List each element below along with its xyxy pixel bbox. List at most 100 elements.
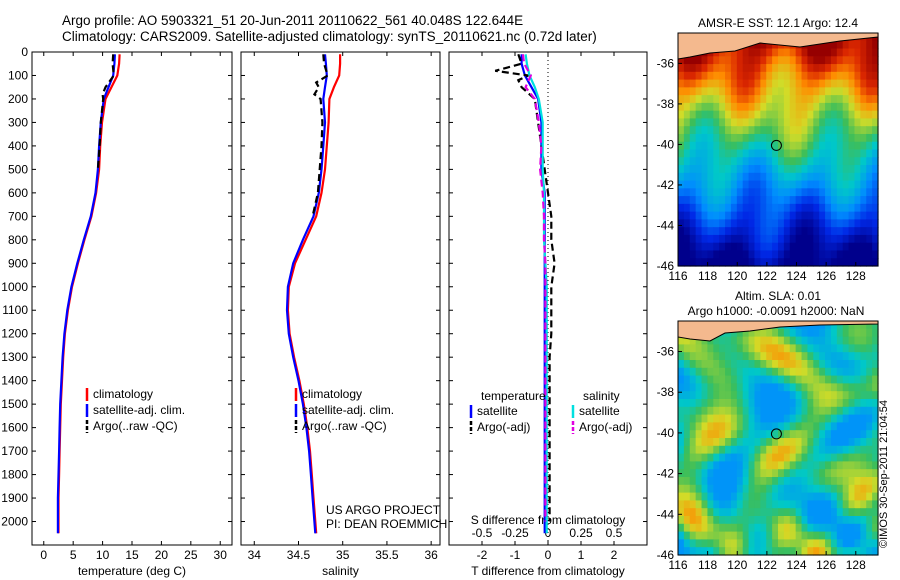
map-x-tick-label: 118 <box>698 558 717 572</box>
series-line-difference-2 <box>524 54 548 534</box>
y-tick-label: 700 <box>8 209 28 223</box>
series-line-difference-3 <box>521 54 547 522</box>
y-tick-label: 2000 <box>1 515 28 529</box>
x-tick-label: 34 <box>248 548 262 562</box>
panel-frame-temperature <box>31 51 233 546</box>
map-x-tick-label: 128 <box>846 269 866 283</box>
legend-label: satellite-adj. clim. <box>302 403 394 417</box>
map-y-tick-label: -42 <box>657 178 675 192</box>
map-y-tick-label: -44 <box>657 218 675 232</box>
map-frame-sst_map <box>677 32 879 267</box>
x-tick-label-salinity: 0.25 <box>569 526 593 540</box>
map-field-sst_map <box>677 32 879 267</box>
series-line-temperature-1 <box>56 54 116 534</box>
map-x-tick-label: 120 <box>727 558 747 572</box>
x-tick-label: 34.5 <box>287 548 311 562</box>
x-tick-label: 35.5 <box>375 548 399 562</box>
map-title-sla-2: Argo h1000: -0.0091 h2000: NaN <box>688 304 865 318</box>
map-title-sst: AMSR-E SST: 12.1 Argo: 12.4 <box>698 16 858 30</box>
map-x-tick-label: 122 <box>757 558 777 572</box>
y-tick-label: 1600 <box>1 421 28 435</box>
map-x-tick-label: 126 <box>816 558 836 572</box>
legend-label: Argo(-adj) <box>477 420 530 434</box>
y-tick-label: 1500 <box>1 397 28 411</box>
x-axis-label: salinity <box>322 564 359 578</box>
y-tick-label: 1000 <box>1 280 28 294</box>
x-tick-label-salinity: 0.5 <box>606 526 623 540</box>
x-tick-label-salinity: -0.25 <box>501 526 529 540</box>
map-y-tick-label: -40 <box>657 426 675 440</box>
x-tick-label: 10 <box>96 548 110 562</box>
map-title-sla-1: Altim. SLA: 0.01 <box>735 289 821 303</box>
y-tick-label: 200 <box>8 92 28 106</box>
x-tick-label: 15 <box>125 548 139 562</box>
panel-frame-difference <box>448 51 648 546</box>
map-x-tick-label: 116 <box>668 269 687 283</box>
y-tick-label: 600 <box>8 186 28 200</box>
header-line-1: Argo profile: AO 5903321_51 20-Jun-2011 … <box>62 13 524 28</box>
x-tick-label: 20 <box>155 548 169 562</box>
map-x-tick-label: 126 <box>816 269 836 283</box>
argo-location-marker <box>770 139 782 151</box>
annotation-text: US ARGO PROJECT <box>326 503 441 517</box>
y-tick-label: 1200 <box>1 327 28 341</box>
x-tick-label: 0 <box>545 548 552 562</box>
y-tick-label: 1400 <box>1 374 28 388</box>
map-y-tick-label: -38 <box>657 385 675 399</box>
legend-label: satellite <box>579 404 620 418</box>
x-tick-label: 5 <box>70 548 77 562</box>
map-y-tick-label: -36 <box>657 56 675 70</box>
legend-label: Argo(..raw -QC) <box>302 419 387 433</box>
y-tick-label: 900 <box>8 256 28 270</box>
map-y-tick-label: -44 <box>657 507 675 521</box>
y-tick-label: 1300 <box>1 350 28 364</box>
map-y-tick-label: -38 <box>657 97 675 111</box>
x-tick-label: -2 <box>477 548 488 562</box>
x-axis-label-top: S difference from climatology <box>471 513 626 527</box>
map-x-tick-label: 120 <box>727 269 747 283</box>
map-field-sla_map <box>677 320 879 556</box>
x-axis-label: T difference from climatology <box>471 564 625 578</box>
argo-location-marker <box>770 428 782 440</box>
map-y-tick-label: -36 <box>657 345 675 359</box>
x-tick-label: -1 <box>510 548 521 562</box>
x-tick-label: 30 <box>214 548 228 562</box>
imos-timestamp: ©IMOS 30-Sep-2011 21:04:54 <box>878 400 890 548</box>
map-y-tick-label: -42 <box>657 467 675 481</box>
y-tick-label: 400 <box>8 139 28 153</box>
y-tick-label: 1900 <box>1 491 28 505</box>
y-tick-label: 500 <box>8 162 28 176</box>
y-tick-label: 100 <box>8 68 28 82</box>
x-tick-label: 36 <box>424 548 438 562</box>
legend-label: Argo(-adj) <box>579 420 632 434</box>
x-tick-label: 35 <box>336 548 350 562</box>
x-tick-label-salinity: 0 <box>545 526 552 540</box>
y-tick-label: 800 <box>8 233 28 247</box>
legend-label: Argo(..raw -QC) <box>93 419 178 433</box>
legend-label: satellite <box>477 404 518 418</box>
y-tick-label: 1700 <box>1 444 28 458</box>
map-x-tick-label: 118 <box>698 269 717 283</box>
panel-frame-salinity <box>240 51 441 546</box>
map-y-tick-label: -46 <box>657 548 675 562</box>
x-tick-label: 1 <box>578 548 585 562</box>
series-line-temperature-2 <box>96 54 115 170</box>
legend-label: climatology <box>302 387 362 401</box>
map-x-tick-label: 124 <box>787 558 807 572</box>
header-line-2: Climatology: CARS2009. Satellite-adjuste… <box>62 29 597 44</box>
legend-title: temperature <box>481 389 546 403</box>
series-line-salinity-1 <box>285 54 328 534</box>
map-x-tick-label: 124 <box>787 269 807 283</box>
y-tick-label: 1100 <box>2 303 28 317</box>
map-x-tick-label: 128 <box>846 558 866 572</box>
y-tick-label: 0 <box>21 45 28 59</box>
x-tick-label-salinity: -0.5 <box>472 526 493 540</box>
x-tick-label: 2 <box>611 548 618 562</box>
x-axis-label: temperature (deg C) <box>78 564 186 578</box>
legend-label: satellite-adj. clim. <box>93 403 185 417</box>
map-frame-sla_map <box>677 320 879 556</box>
map-x-tick-label: 122 <box>757 269 777 283</box>
map-y-tick-label: -40 <box>657 137 675 151</box>
map-y-tick-label: -46 <box>657 259 675 273</box>
